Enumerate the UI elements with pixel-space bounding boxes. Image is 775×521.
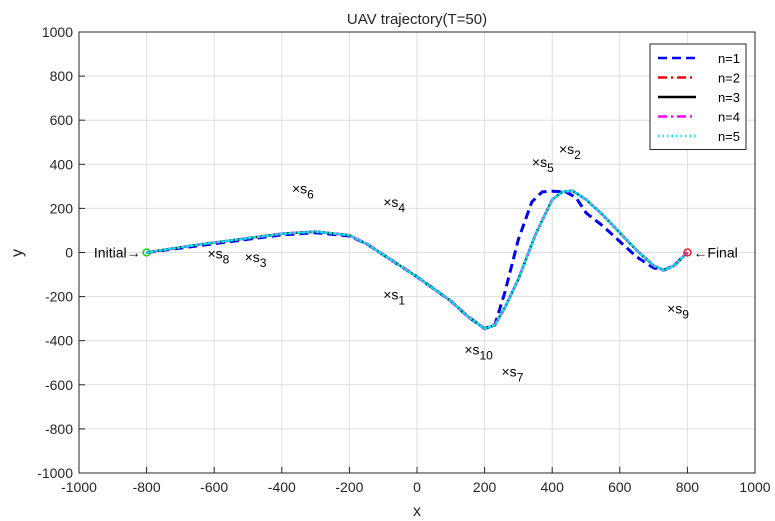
y-tick-label: 600 [50,112,74,128]
point-label-s7: ×s7 [502,364,524,385]
point-symbol: ×s [383,194,398,210]
y-tick-label: 800 [50,68,74,84]
legend-label-n4: n=4 [718,110,740,125]
point-symbol: ×s [207,246,222,262]
point-label-s4: ×s4 [383,194,405,215]
x-tick-label: -200 [335,479,363,495]
point-symbol: ×s [667,301,682,317]
endpoint-marker-initial [142,248,151,257]
point-subscript: 1 [398,293,405,307]
x-tick-label: 0 [413,479,421,495]
x-axis-label: x [413,503,421,520]
x-tick-label: 800 [676,479,700,495]
legend: n=1 n=2 n=3 n=4 n=5 [649,43,747,150]
point-subscript: 10 [480,349,494,363]
point-label-s9: ×s9 [667,301,689,322]
endpoint-marker-final [683,248,692,257]
point-subscript: 5 [547,161,554,175]
y-tick-label: 1000 [42,24,73,40]
point-subscript: 7 [517,371,524,385]
legend-label-n2: n=2 [718,71,740,86]
point-symbol: ×s [245,249,260,265]
y-tick-label: 400 [50,156,74,172]
y-tick-label: -1000 [37,465,73,481]
point-subscript: 4 [398,201,405,215]
point-label-s10: ×s10 [464,342,493,363]
chart-title: UAV trajectory(T=50) [347,11,487,28]
series-group [145,189,689,331]
point-subscript: 3 [260,256,267,270]
point-symbol: ×s [383,286,398,302]
x-tick-label: -600 [200,479,228,495]
endpoint-label-initial: Initial→ [94,245,141,261]
legend-label-n1: n=1 [718,51,740,66]
y-tick-label: -600 [45,377,73,393]
y-tick-label: -400 [45,333,73,349]
point-symbol: ×s [532,154,547,170]
y-tick-label: -800 [45,421,73,437]
point-label-s6: ×s6 [292,181,314,202]
point-label-s3: ×s3 [245,249,267,270]
series-line-n5 [145,189,689,330]
point-label-s8: ×s8 [207,246,229,267]
legend-label-n5: n=5 [718,129,740,144]
y-axis-label: y [9,249,26,257]
point-subscript: 8 [223,253,230,267]
point-symbol: ×s [502,364,517,380]
y-tick-label: 0 [65,245,73,261]
x-tick-label: -1000 [61,479,97,495]
x-tick-label: -800 [133,479,161,495]
x-tick-label: -400 [268,479,296,495]
x-tick-label: 400 [541,479,565,495]
point-symbol: ×s [559,141,574,157]
point-label-s1: ×s1 [383,286,405,307]
legend-label-n3: n=3 [718,90,740,105]
x-tick-label: 200 [473,479,497,495]
x-tick-label: 1000 [739,479,770,495]
y-tick-label: -200 [45,289,73,305]
axis-ticks: -1000 -800 -600 -400 -200 0 200 400 600 800 1000 -1… [37,24,771,495]
series-line-n1 [146,189,689,331]
point-symbol: ×s [464,342,479,358]
point-subscript: 2 [574,148,581,162]
point-label-s5: ×s5 [532,154,554,175]
point-subscript: 6 [307,188,314,202]
endpoint-label-final: ←Final [693,245,737,261]
point-subscript: 9 [682,308,689,322]
y-tick-label: 200 [50,200,74,216]
point-label-s2: ×s2 [559,141,581,162]
x-tick-label: 600 [608,479,632,495]
point-symbol: ×s [292,181,307,197]
